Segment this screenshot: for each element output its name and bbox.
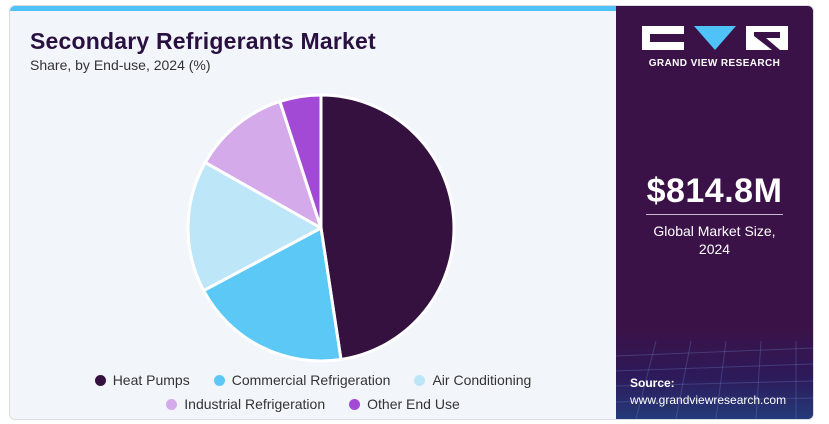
decorative-grid: [616, 340, 813, 419]
logo-v-icon: [693, 26, 736, 50]
legend: Heat Pumps Commercial Refrigeration Air …: [10, 372, 616, 419]
pie-chart: [186, 93, 456, 363]
legend-row-1: Heat Pumps Commercial Refrigeration Air …: [10, 372, 616, 388]
legend-label: Other End Use: [367, 396, 460, 412]
legend-item-industrial-refrigeration: Industrial Refrigeration: [166, 396, 325, 412]
legend-item-heat-pumps: Heat Pumps: [94, 372, 190, 388]
logo-g-icon: [641, 26, 684, 50]
legend-swatch: [166, 398, 178, 410]
logo-marks: [616, 26, 813, 50]
legend-label: Commercial Refrigeration: [231, 372, 391, 388]
legend-label: Industrial Refrigeration: [184, 396, 326, 412]
legend-row-2: Industrial Refrigeration Other End Use: [10, 396, 616, 412]
accent-bar: [10, 6, 616, 11]
market-size-label: Global Market Size, 2024: [653, 223, 776, 257]
legend-label: Heat Pumps: [112, 372, 190, 388]
legend-item-air-conditioning: Air Conditioning: [414, 372, 531, 388]
legend-item-commercial-refrigeration: Commercial Refrigeration: [213, 372, 391, 388]
legend-swatch: [213, 374, 225, 386]
info-panel: GRAND VIEW RESEARCH $814.8M Global Marke…: [616, 6, 813, 419]
logo-r-icon: [745, 26, 788, 50]
source-label: Source:: [630, 376, 675, 390]
pie-slice-air-conditioning: [186, 160, 323, 293]
legend-swatch: [414, 374, 426, 386]
pie-slice-other-end-use: [278, 93, 323, 230]
source-url[interactable]: www.grandviewresearch.com: [630, 393, 787, 407]
pie-slice-industrial-refrigeration: [203, 100, 323, 230]
pie-slice-heat-pumps: [319, 93, 456, 361]
chart-card: Secondary Refrigerants Market Share, by …: [9, 5, 814, 420]
legend-label: Air Conditioning: [432, 372, 532, 388]
divider: [646, 214, 783, 215]
chart-title: Secondary Refrigerants Market: [30, 28, 376, 54]
chart-panel: Secondary Refrigerants Market Share, by …: [10, 6, 616, 419]
brand-logo: GRAND VIEW RESEARCH: [616, 26, 813, 69]
source-background: [616, 326, 813, 419]
pie-slice-commercial-refrigeration: [202, 226, 343, 363]
legend-swatch: [94, 374, 106, 386]
legend-item-other-end-use: Other End Use: [349, 396, 460, 412]
chart-subtitle: Share, by End-use, 2024 (%): [30, 57, 211, 73]
market-size-value: $814.8M: [646, 172, 783, 210]
legend-swatch: [349, 398, 361, 410]
brand-name: GRAND VIEW RESEARCH: [648, 58, 781, 69]
